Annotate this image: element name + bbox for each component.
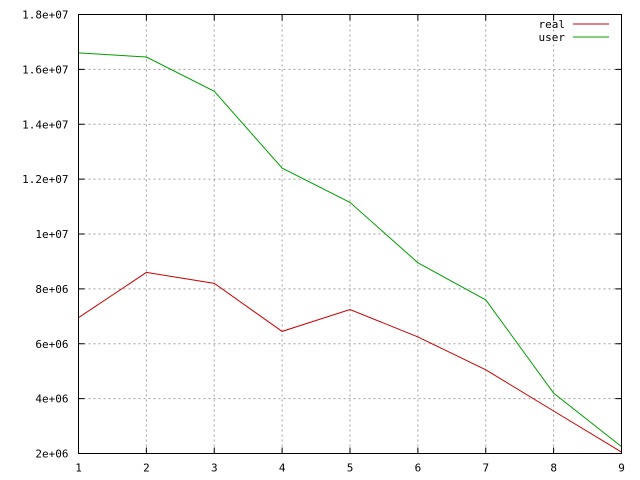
y-tick-label: 1.8e+07 <box>22 9 68 22</box>
legend-label-user: user <box>539 31 566 44</box>
series-line-real <box>78 271 622 453</box>
series-lines <box>78 52 622 453</box>
y-tick-label: 4e+06 <box>35 393 68 406</box>
legend-label-real: real <box>539 18 566 31</box>
y-tick-label: 6e+06 <box>35 338 68 351</box>
plot-frame <box>78 14 622 454</box>
x-tick-label: 9 <box>618 462 625 475</box>
x-tick-label: 7 <box>482 462 489 475</box>
y-tick-label: 8e+06 <box>35 283 68 296</box>
grid-lines <box>78 14 622 454</box>
x-tick-label: 2 <box>143 462 150 475</box>
x-tick-label: 3 <box>211 462 218 475</box>
y-tick-label: 1.2e+07 <box>22 173 68 186</box>
x-tick-label: 5 <box>347 462 354 475</box>
y-tick-label: 1.4e+07 <box>22 118 68 131</box>
y-axis-tick-labels: 2e+06 4e+06 6e+06 8e+06 1e+07 1.2e+07 1.4e+07 1… <box>22 9 68 461</box>
x-tick-label: 1 <box>75 462 82 475</box>
x-axis-tick-labels: 1 2 3 4 5 6 7 8 9 <box>75 462 625 475</box>
x-tick-label: 4 <box>279 462 286 475</box>
y-tick-label: 1e+07 <box>35 228 68 241</box>
series-line-user <box>78 52 622 447</box>
y-tick-label: 2e+06 <box>35 448 68 461</box>
y-tick-label: 1.6e+07 <box>22 63 68 76</box>
x-tick-label: 8 <box>550 462 557 475</box>
x-tick-label: 6 <box>415 462 422 475</box>
